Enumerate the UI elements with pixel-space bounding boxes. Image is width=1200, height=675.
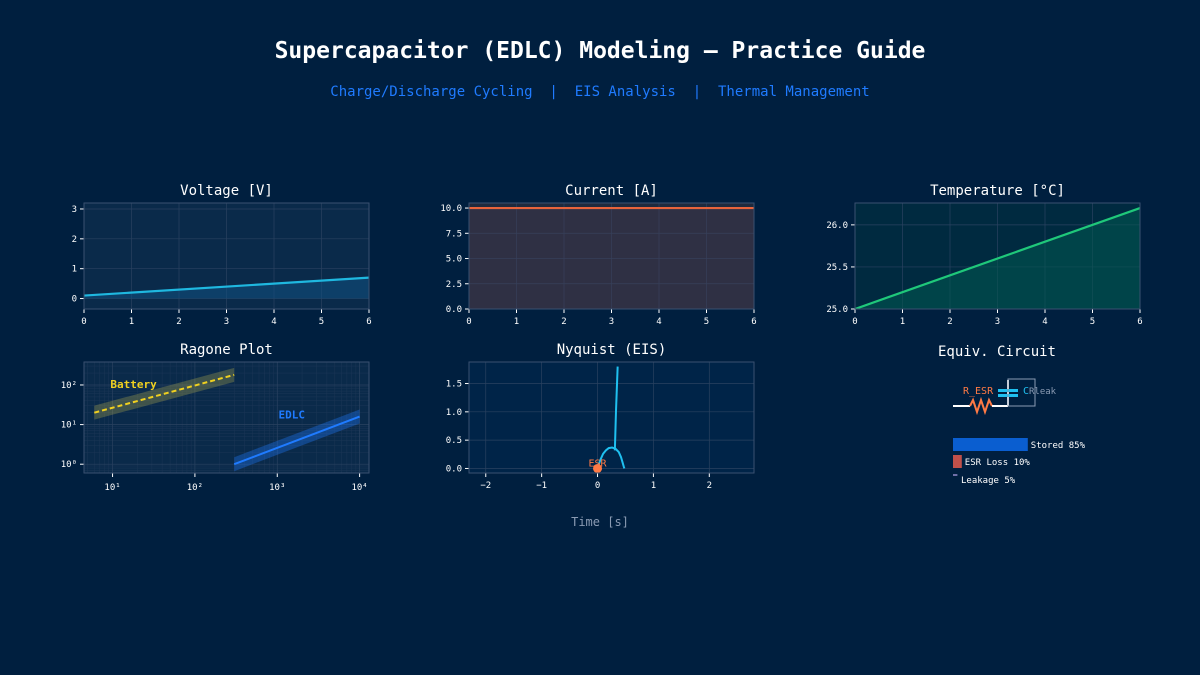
y-tick-label: 2 xyxy=(72,235,77,245)
x-tick-label: 10⁴ xyxy=(351,483,367,493)
x-tick-label: 0 xyxy=(466,317,471,327)
x-tick-label: 10² xyxy=(187,483,203,493)
battery-series-label: Battery xyxy=(110,378,157,391)
x-tick-label: 5 xyxy=(1090,317,1095,327)
y-tick-label: 26.0 xyxy=(826,221,848,231)
plot-title: Temperature [°C] xyxy=(930,183,1065,199)
battery-series-line xyxy=(94,373,235,414)
y-tick-label: 10¹ xyxy=(61,421,77,431)
page-title: Supercapacitor (EDLC) Modeling — Practic… xyxy=(274,38,926,64)
x-tick-label: 10¹ xyxy=(104,483,120,493)
x-tick-label: 2 xyxy=(176,317,181,327)
energy-bar xyxy=(953,438,1028,451)
plot-border xyxy=(83,202,370,310)
y-tick-label: 10.0 xyxy=(440,204,462,214)
x-tick-label: −2 xyxy=(480,481,491,491)
plot-border xyxy=(854,202,1141,310)
y-tick-label: 0 xyxy=(72,295,77,305)
x-tick-label: 4 xyxy=(1042,317,1047,327)
x-tick-label: 1 xyxy=(900,317,905,327)
esr-annotation: ESR xyxy=(588,458,607,469)
plot-border xyxy=(83,361,370,474)
edlc-series-line xyxy=(233,415,360,466)
x-tick-label: 4 xyxy=(271,317,276,327)
y-tick-label: 1.5 xyxy=(446,380,462,390)
rleak-label: Rleak xyxy=(1029,387,1057,397)
energy-bar xyxy=(953,455,962,468)
y-tick-label: 1 xyxy=(72,265,77,275)
x-tick-label: 1 xyxy=(129,317,134,327)
plot-border xyxy=(468,202,755,310)
x-tick-label: 4 xyxy=(656,317,661,327)
nyquist-chart: 0.0 0.5 1.0 1.5 −2 −1 0 1 2 ESR Nyquist (EIS) xyxy=(446,342,755,491)
plot-area xyxy=(84,362,369,473)
x-tick-label: 6 xyxy=(751,317,756,327)
x-tick-label: 2 xyxy=(707,481,712,491)
nyquist-arc-line xyxy=(596,446,626,469)
esr-resistor-icon xyxy=(969,396,993,416)
x-tick-label: −1 xyxy=(536,481,547,491)
temperature-series-line xyxy=(855,207,1140,309)
energy-bar-label: Stored 85% xyxy=(1031,441,1086,451)
esr-label: R_ESR xyxy=(963,386,994,397)
nyquist-tail-line xyxy=(613,366,619,451)
energy-breakdown: Stored 85%ESR Loss 10% Leakage 5% xyxy=(953,438,1086,486)
plot-title: Voltage [V] xyxy=(180,183,273,199)
x-tick-label: 3 xyxy=(995,317,1000,327)
plot-title: Ragone Plot xyxy=(180,342,273,358)
energy-bar-label: ESR Loss 10% xyxy=(965,458,1031,468)
plot-border xyxy=(468,361,755,474)
shared-x-axis-label: Time [s] xyxy=(571,515,629,529)
edlc-series-label: EDLC xyxy=(279,408,306,421)
x-tick-label: 2 xyxy=(947,317,952,327)
current-area-fill xyxy=(469,208,754,309)
voltage-chart: 0 1 2 3 0 1 2 3 4 5 6 Voltage [V] xyxy=(72,183,372,327)
x-tick-label: 5 xyxy=(704,317,709,327)
x-tick-label: 3 xyxy=(609,317,614,327)
equivalent-circuit-panel: Equiv. Circuit R_ESR C Rleak Stored 85%E… xyxy=(938,344,1086,486)
x-tick-label: 0 xyxy=(852,317,857,327)
temperature-chart: 25.0 25.5 26.0 0 1 2 3 4 5 6 Temperature [°C] xyxy=(826,183,1142,327)
circuit-title: Equiv. Circuit xyxy=(938,344,1056,360)
y-tick-label: 2.5 xyxy=(446,280,462,290)
x-tick-label: 6 xyxy=(366,317,371,327)
y-tick-label: 3 xyxy=(72,205,77,215)
x-tick-label: 5 xyxy=(319,317,324,327)
x-tick-label: 1 xyxy=(651,481,656,491)
x-tick-label: 10³ xyxy=(269,483,285,493)
rleak-branch xyxy=(1007,378,1036,407)
x-tick-label: 6 xyxy=(1137,317,1142,327)
plot-area xyxy=(469,362,754,473)
energy-bar xyxy=(953,474,958,476)
y-tick-label: 0.0 xyxy=(446,464,462,474)
y-tick-label: 0.0 xyxy=(446,305,462,315)
y-tick-label: 1.0 xyxy=(446,408,462,418)
y-tick-label: 7.5 xyxy=(446,229,462,239)
x-tick-label: 0 xyxy=(81,317,86,327)
x-tick-label: 3 xyxy=(224,317,229,327)
ragone-chart: 10⁰ 10¹ 10² 10¹ 10² 10³ 10⁴ Battery EDLC Ragone P… xyxy=(61,342,370,493)
y-tick-label: 25.5 xyxy=(826,263,848,273)
energy-bar-label: Leakage 5% xyxy=(961,476,1016,486)
plot-title: Current [A] xyxy=(565,183,658,199)
plot-title: Nyquist (EIS) xyxy=(557,342,667,358)
voltage-series-line xyxy=(84,276,369,297)
y-tick-label: 10² xyxy=(61,381,77,391)
y-tick-label: 25.0 xyxy=(826,305,848,315)
capacitor-label: C xyxy=(1023,386,1029,397)
page-subtitle: Charge/Discharge Cycling | EIS Analysis … xyxy=(330,84,870,100)
y-tick-label: 0.5 xyxy=(446,436,462,446)
x-tick-label: 0 xyxy=(595,481,600,491)
esr-marker xyxy=(593,463,603,473)
current-chart: 0.0 2.5 5.0 7.5 10.0 0 1 2 3 4 5 6 Current [A] xyxy=(440,183,756,327)
y-tick-label: 5.0 xyxy=(446,255,462,265)
x-tick-label: 2 xyxy=(561,317,566,327)
y-tick-label: 10⁰ xyxy=(61,460,77,470)
x-tick-label: 1 xyxy=(514,317,519,327)
